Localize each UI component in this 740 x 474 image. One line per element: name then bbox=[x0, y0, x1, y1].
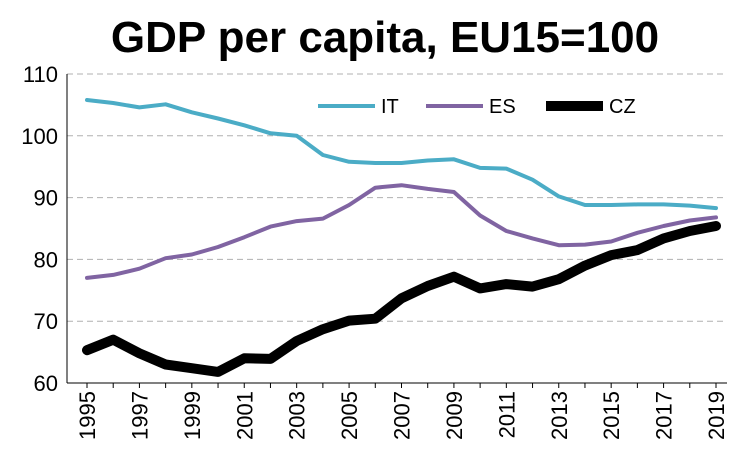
y-tick-label: 90 bbox=[34, 186, 58, 211]
y-tick-label: 60 bbox=[34, 371, 58, 396]
x-tick-label: 2019 bbox=[704, 391, 729, 440]
x-tick-label: 2017 bbox=[652, 391, 677, 440]
x-tick-label: 2015 bbox=[599, 391, 624, 440]
series-line-es bbox=[85, 183, 718, 280]
series-line-cz bbox=[82, 221, 721, 377]
x-tick-labels: 1995 1997 1999 2001 2003 2005 2007 2009 2011 2013… bbox=[75, 391, 729, 440]
x-tick-label: 2003 bbox=[285, 391, 310, 440]
x-tick-label: 2013 bbox=[547, 391, 572, 440]
y-tick-label: 80 bbox=[34, 247, 58, 272]
series-lines bbox=[82, 98, 721, 377]
chart-title: GDP per capita, EU15=100 bbox=[111, 13, 659, 62]
axes bbox=[66, 74, 727, 388]
y-tick-label: 70 bbox=[34, 309, 58, 334]
legend-label-it: IT bbox=[381, 96, 399, 118]
x-tick-label: 1997 bbox=[127, 391, 152, 440]
x-tick-label: 2001 bbox=[232, 391, 257, 440]
legend-label-cz: CZ bbox=[609, 96, 636, 118]
x-tick-label: 2011 bbox=[494, 391, 519, 438]
x-tick-label: 2005 bbox=[337, 391, 362, 440]
y-tick-label: 110 bbox=[23, 62, 58, 87]
legend-label-es: ES bbox=[489, 96, 516, 118]
y-tick-label: 100 bbox=[21, 124, 58, 149]
x-tick-label: 2007 bbox=[390, 391, 415, 440]
x-tick-label: 1995 bbox=[75, 391, 100, 440]
x-tick-label: 2009 bbox=[442, 391, 467, 440]
x-tick-label: 1999 bbox=[180, 391, 205, 440]
series-line-it bbox=[85, 98, 718, 211]
legend: IT ES CZ bbox=[318, 96, 636, 118]
grid-lines bbox=[67, 73, 727, 322]
y-tick-labels: 60 70 80 90 100 110 bbox=[21, 62, 58, 396]
